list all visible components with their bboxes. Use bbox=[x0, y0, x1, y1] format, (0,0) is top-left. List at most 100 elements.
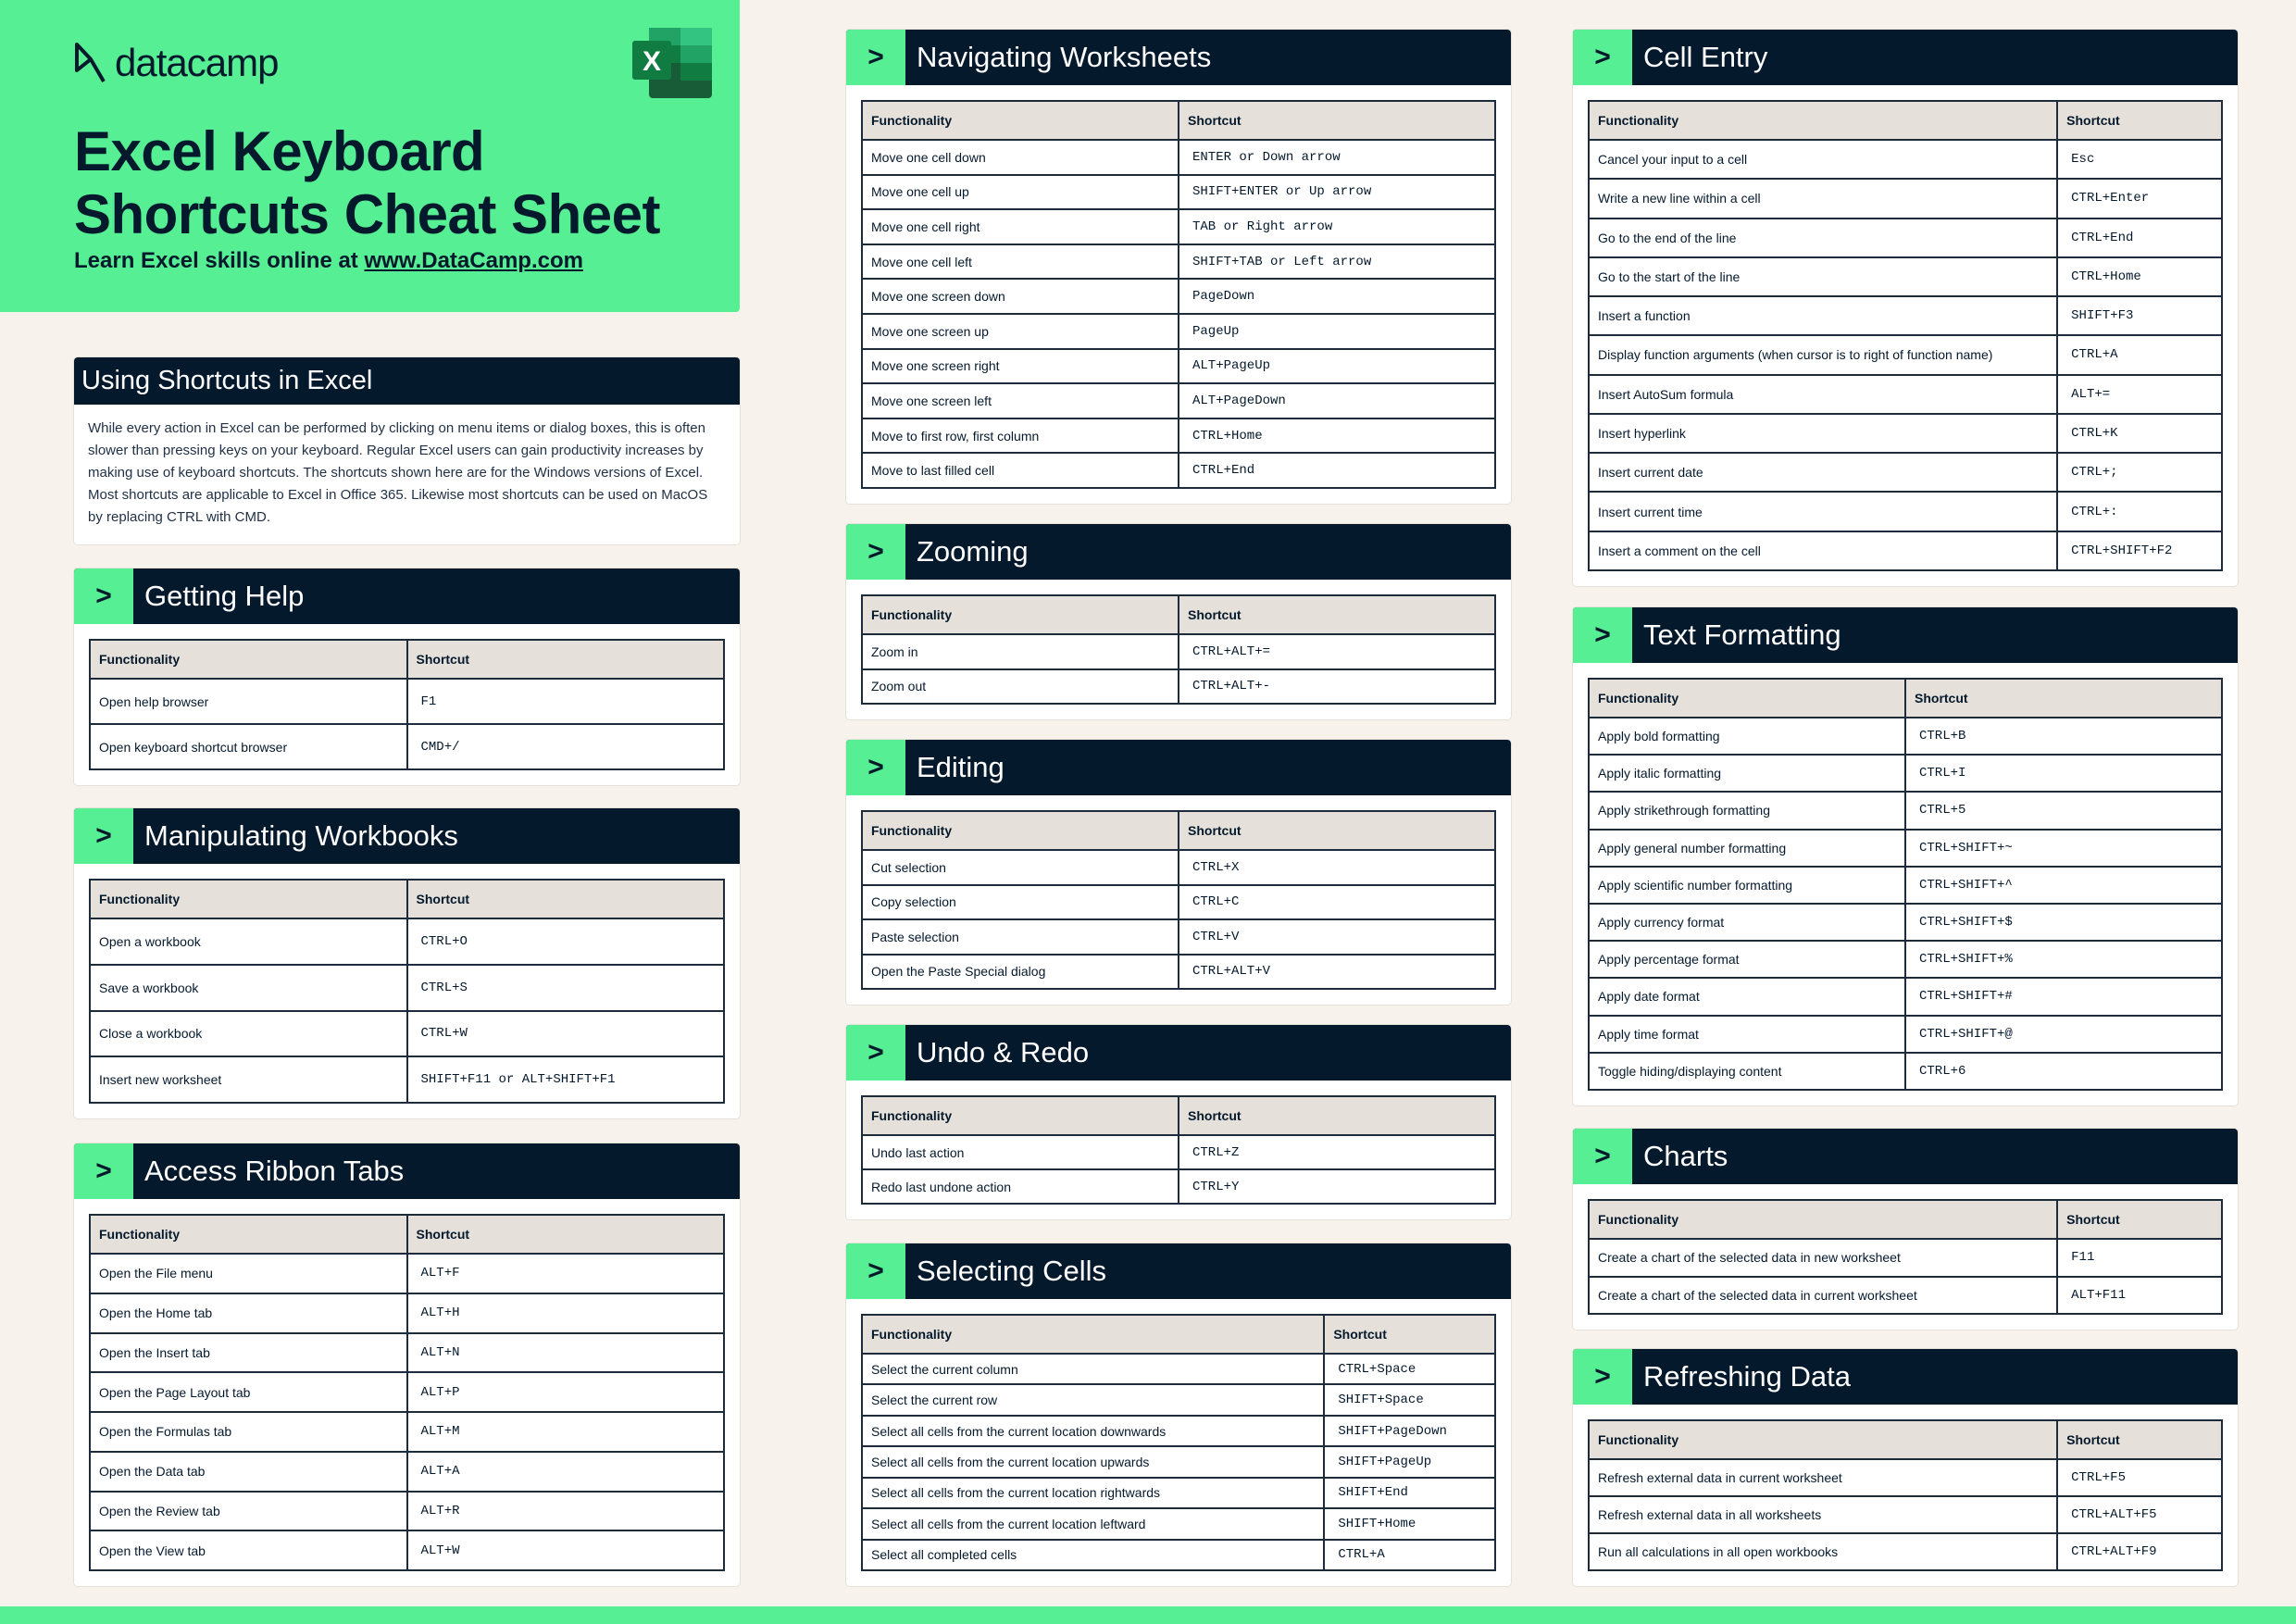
table-row: Open the Formulas tab ALT+M bbox=[89, 1411, 725, 1453]
column-header-shortcut: Shortcut bbox=[406, 639, 725, 680]
section-navigating-worksheets: > Navigating Worksheets Functionality Shor… bbox=[846, 30, 1511, 504]
table-row: Create a chart of the selected data in n… bbox=[1587, 1238, 2223, 1278]
shortcut-cell: CTRL+ALT+F9 bbox=[2056, 1532, 2223, 1571]
column-header-functionality: Functionality bbox=[1587, 100, 2059, 141]
column-header-shortcut: Shortcut bbox=[1904, 678, 2223, 718]
shortcut-cell: ALT+H bbox=[406, 1292, 725, 1334]
section-body: Functionality Shortcut Open help browser F1… bbox=[74, 624, 740, 785]
table-row: Apply percentage format CTRL+SHIFT+% bbox=[1588, 940, 2223, 980]
shortcut-cell: CTRL+SHIFT+$ bbox=[1904, 902, 2223, 943]
section-body: Functionality Shortcut Open a workbook CTRL… bbox=[74, 864, 740, 1118]
shortcut-cell: CTRL+SHIFT+@ bbox=[1904, 1014, 2223, 1054]
section-header: > Editing bbox=[846, 740, 1511, 795]
shortcut-table: Functionality Shortcut Undo last action CTR… bbox=[861, 1095, 1496, 1205]
title-line-2: Shortcuts Cheat Sheet bbox=[74, 183, 660, 245]
table-row: Cut selection CTRL+X bbox=[861, 849, 1496, 886]
section-header: > Selecting Cells bbox=[846, 1243, 1511, 1299]
shortcut-cell: ALT+W bbox=[406, 1530, 725, 1571]
chevron-right-icon: > bbox=[74, 808, 133, 864]
shortcut-cell: PageDown bbox=[1178, 278, 1496, 315]
functionality-cell: Open the Paste Special dialog bbox=[861, 953, 1179, 990]
subtitle: Learn Excel skills online at www.DataCam… bbox=[74, 248, 583, 274]
excel-logo-icon: X bbox=[632, 28, 712, 98]
functionality-cell: Copy selection bbox=[861, 883, 1179, 920]
column-header-functionality: Functionality bbox=[861, 100, 1179, 141]
functionality-cell: Move one screen up bbox=[861, 312, 1179, 350]
table-row: Apply general number formatting CTRL+SHIF… bbox=[1588, 828, 2223, 868]
section-header: > Text Formatting bbox=[1573, 607, 2238, 663]
table-row: Go to the end of the line CTRL+End bbox=[1587, 217, 2223, 258]
column-header-functionality: Functionality bbox=[89, 639, 408, 680]
section-header: > Charts bbox=[1573, 1129, 2238, 1184]
shortcut-cell: CTRL+Enter bbox=[2056, 178, 2223, 219]
column-header-shortcut: Shortcut bbox=[2056, 1419, 2223, 1460]
functionality-cell: Refresh external data in current workshe… bbox=[1587, 1458, 2059, 1497]
table-header-row: Functionality Shortcut bbox=[861, 594, 1496, 635]
subtitle-text: Learn Excel skills online at bbox=[74, 248, 365, 273]
table-row: Select all cells from the current locati… bbox=[860, 1476, 1496, 1510]
section-body: Functionality Shortcut Create a chart of t… bbox=[1573, 1184, 2238, 1330]
table-row: Open the File menu ALT+F bbox=[89, 1253, 725, 1294]
intro-header: Using Shortcuts in Excel bbox=[74, 357, 740, 405]
shortcut-table: Functionality Shortcut Zoom in CTRL+ALT+= Zo… bbox=[861, 594, 1496, 705]
table-row: Move one screen up PageUp bbox=[861, 312, 1496, 350]
section-zooming: > Zooming Functionality Shortcut Zoom in CTR… bbox=[846, 524, 1511, 719]
datacamp-logo[interactable]: datacamp bbox=[74, 41, 279, 85]
shortcut-cell: CTRL+O bbox=[406, 918, 725, 966]
shortcut-cell: CTRL+W bbox=[406, 1009, 725, 1058]
title-line-1: Excel Keyboard bbox=[74, 120, 485, 182]
shortcut-cell: ALT+M bbox=[406, 1411, 725, 1453]
table-row: Copy selection CTRL+C bbox=[861, 883, 1496, 920]
column-header-shortcut: Shortcut bbox=[2056, 1199, 2223, 1240]
column-header-functionality: Functionality bbox=[89, 879, 408, 919]
table-row: Move to first row, first column CTRL+Home bbox=[861, 417, 1496, 455]
shortcut-table: Functionality Shortcut Apply bold formatti… bbox=[1588, 678, 2223, 1092]
datacamp-link[interactable]: www.DataCamp.com bbox=[364, 248, 583, 273]
shortcut-cell: CTRL+C bbox=[1178, 883, 1496, 920]
table-header-row: Functionality Shortcut bbox=[89, 639, 725, 680]
shortcut-cell: CMD+/ bbox=[406, 723, 725, 770]
functionality-cell: Insert current time bbox=[1587, 491, 2059, 532]
functionality-cell: Cut selection bbox=[861, 849, 1179, 886]
section-title: Charts bbox=[1643, 1140, 1728, 1172]
functionality-cell: Apply bold formatting bbox=[1588, 716, 1906, 756]
shortcut-cell: CTRL+ALT+= bbox=[1178, 633, 1496, 670]
functionality-cell: Apply scientific number formatting bbox=[1588, 865, 1906, 905]
table-row: Move one screen right ALT+PageUp bbox=[861, 347, 1496, 385]
section-header: > Refreshing Data bbox=[1573, 1349, 2238, 1405]
header-banner: datacamp X Excel Keyboard Shortcuts Chea… bbox=[0, 0, 740, 312]
table-row: Open the Page Layout tab ALT+P bbox=[89, 1371, 725, 1413]
table-row: Open the Home tab ALT+H bbox=[89, 1292, 725, 1334]
shortcut-cell: CTRL+Z bbox=[1178, 1134, 1496, 1170]
section-title: Manipulating Workbooks bbox=[144, 819, 458, 852]
shortcut-cell: SHIFT+End bbox=[1323, 1476, 1496, 1510]
functionality-cell: Open a workbook bbox=[89, 918, 408, 966]
functionality-cell: Open the File menu bbox=[89, 1253, 408, 1294]
functionality-cell: Go to the start of the line bbox=[1587, 256, 2059, 298]
functionality-cell: Apply strikethrough formatting bbox=[1588, 791, 1906, 831]
functionality-cell: Redo last undone action bbox=[861, 1168, 1179, 1205]
shortcut-cell: CTRL+SHIFT+% bbox=[1904, 940, 2223, 980]
column-header-functionality: Functionality bbox=[1587, 1199, 2059, 1240]
table-row: Open a workbook CTRL+O bbox=[89, 918, 725, 966]
section-header: > Getting Help bbox=[74, 568, 740, 624]
functionality-cell: Undo last action bbox=[861, 1134, 1179, 1170]
shortcut-cell: CTRL+SHIFT+F2 bbox=[2056, 530, 2223, 572]
logo-text: datacamp bbox=[115, 41, 279, 84]
table-header-row: Functionality Shortcut bbox=[89, 1214, 725, 1255]
table-row: Redo last undone action CTRL+Y bbox=[861, 1168, 1496, 1205]
functionality-cell: Zoom in bbox=[861, 633, 1179, 670]
shortcut-cell: F11 bbox=[2056, 1238, 2223, 1278]
table-header-row: Functionality Shortcut bbox=[861, 810, 1496, 851]
section-cell-entry: > Cell Entry Functionality Shortcut Cancel … bbox=[1573, 30, 2238, 586]
chevron-right-icon: > bbox=[846, 524, 905, 580]
table-row: Insert a function SHIFT+F3 bbox=[1587, 295, 2223, 337]
table-row: Insert AutoSum formula ALT+= bbox=[1587, 373, 2223, 415]
table-row: Apply time format CTRL+SHIFT+@ bbox=[1588, 1014, 2223, 1054]
chevron-right-icon: > bbox=[846, 1243, 905, 1299]
shortcut-table: Functionality Shortcut Open help browser F1… bbox=[89, 639, 725, 770]
functionality-cell: Move one cell up bbox=[861, 173, 1179, 211]
table-header-row: Functionality Shortcut bbox=[89, 879, 725, 919]
shortcut-cell: CTRL+SHIFT+# bbox=[1904, 977, 2223, 1017]
functionality-cell: Move one cell left bbox=[861, 243, 1179, 281]
